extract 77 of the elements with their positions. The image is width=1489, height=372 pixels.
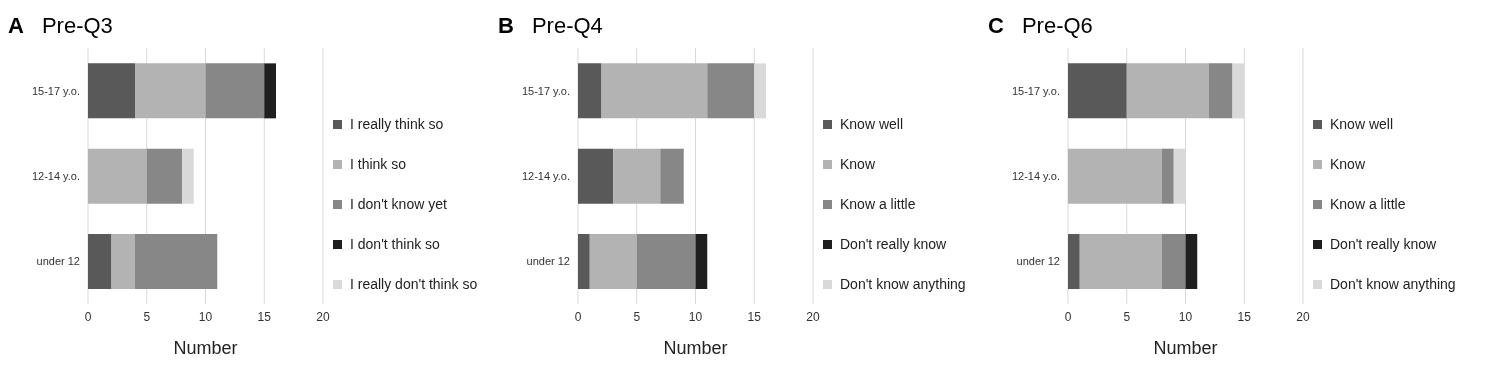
- x-tick-label: 0: [1064, 309, 1072, 324]
- legend-label: Don't really know: [1330, 236, 1437, 252]
- bar: [1126, 63, 1209, 119]
- x-tick-label: 15: [747, 309, 762, 324]
- x-axis-title: Number: [1153, 338, 1218, 358]
- y-tick-label: 12-14 y.o.: [521, 169, 570, 182]
- legend-label: Know well: [840, 116, 904, 132]
- legend-label: Know a little: [840, 196, 916, 212]
- x-tick-label: 15: [1237, 309, 1252, 324]
- bar: [613, 148, 661, 204]
- legend-label: Know: [840, 156, 876, 172]
- x-tick-label: 10: [1178, 309, 1193, 324]
- bar: [1209, 63, 1233, 119]
- bar: [1185, 234, 1198, 290]
- x-tick-label: 0: [574, 309, 582, 324]
- legend-label: Know: [1330, 156, 1366, 172]
- bar: [88, 63, 135, 119]
- y-tick-label: 15-17 y.o.: [31, 84, 80, 97]
- text: B: [498, 13, 514, 39]
- bar: [88, 148, 147, 204]
- bar: [88, 234, 112, 290]
- legend-label: Don't really know: [840, 236, 947, 252]
- bar: [182, 148, 194, 204]
- bar: [135, 63, 206, 119]
- legend-label: Don't know anything: [1330, 276, 1456, 292]
- x-tick-label: 5: [143, 309, 151, 324]
- bar: [1162, 234, 1186, 290]
- legend-label: I think so: [350, 156, 407, 172]
- legend-label: I don't think so: [350, 236, 440, 252]
- legend-label: Know well: [1330, 116, 1394, 132]
- x-axis-title: Number: [173, 338, 238, 358]
- x-tick-label: 5: [633, 309, 641, 324]
- legend-label: I really think so: [350, 116, 444, 132]
- bar: [601, 63, 708, 119]
- bar: [578, 63, 602, 119]
- legend-label: I really don't think so: [350, 276, 478, 292]
- bar: [695, 234, 708, 290]
- bar: [135, 234, 218, 290]
- chart-title: Pre-Q4: [531, 13, 603, 39]
- bar: [205, 63, 265, 119]
- x-tick-label: 0: [84, 309, 92, 324]
- legend-label: Know a little: [1330, 196, 1406, 212]
- legend-label: Don't know anything: [840, 276, 966, 292]
- x-tick-label: 15: [257, 309, 272, 324]
- bar: [146, 148, 182, 204]
- bar: [1079, 234, 1162, 290]
- x-tick-label: 10: [688, 309, 703, 324]
- bar: [660, 148, 684, 204]
- chart-title: Pre-Q6: [1021, 13, 1093, 39]
- bar: [1068, 63, 1127, 119]
- y-tick-label: 15-17 y.o.: [521, 84, 570, 97]
- y-tick-label: under 12: [526, 255, 570, 268]
- x-tick-label: 20: [316, 309, 330, 324]
- bar: [1068, 234, 1080, 290]
- bar: [578, 234, 590, 290]
- bar: [111, 234, 135, 290]
- x-tick-label: 5: [1123, 309, 1131, 324]
- bar: [636, 234, 696, 290]
- legend-label: I don't know yet: [350, 196, 447, 212]
- y-tick-label: under 12: [1016, 255, 1060, 268]
- bar: [578, 148, 614, 204]
- bar: [589, 234, 637, 290]
- text: C: [988, 13, 1004, 39]
- y-tick-label: 12-14 y.o.: [1011, 169, 1060, 182]
- bar: [707, 63, 755, 119]
- bar: [1162, 148, 1174, 204]
- y-tick-label: 15-17 y.o.: [1011, 84, 1060, 97]
- text: A: [8, 13, 24, 39]
- x-tick-label: 10: [198, 309, 213, 324]
- y-tick-label: under 12: [36, 255, 80, 268]
- bar: [1068, 148, 1162, 204]
- x-tick-label: 20: [806, 309, 820, 324]
- chart-title: Pre-Q3: [41, 13, 113, 39]
- x-tick-label: 20: [1296, 309, 1310, 324]
- bar: [264, 63, 276, 119]
- y-tick-label: 12-14 y.o.: [31, 169, 80, 182]
- x-axis-title: Number: [663, 338, 728, 358]
